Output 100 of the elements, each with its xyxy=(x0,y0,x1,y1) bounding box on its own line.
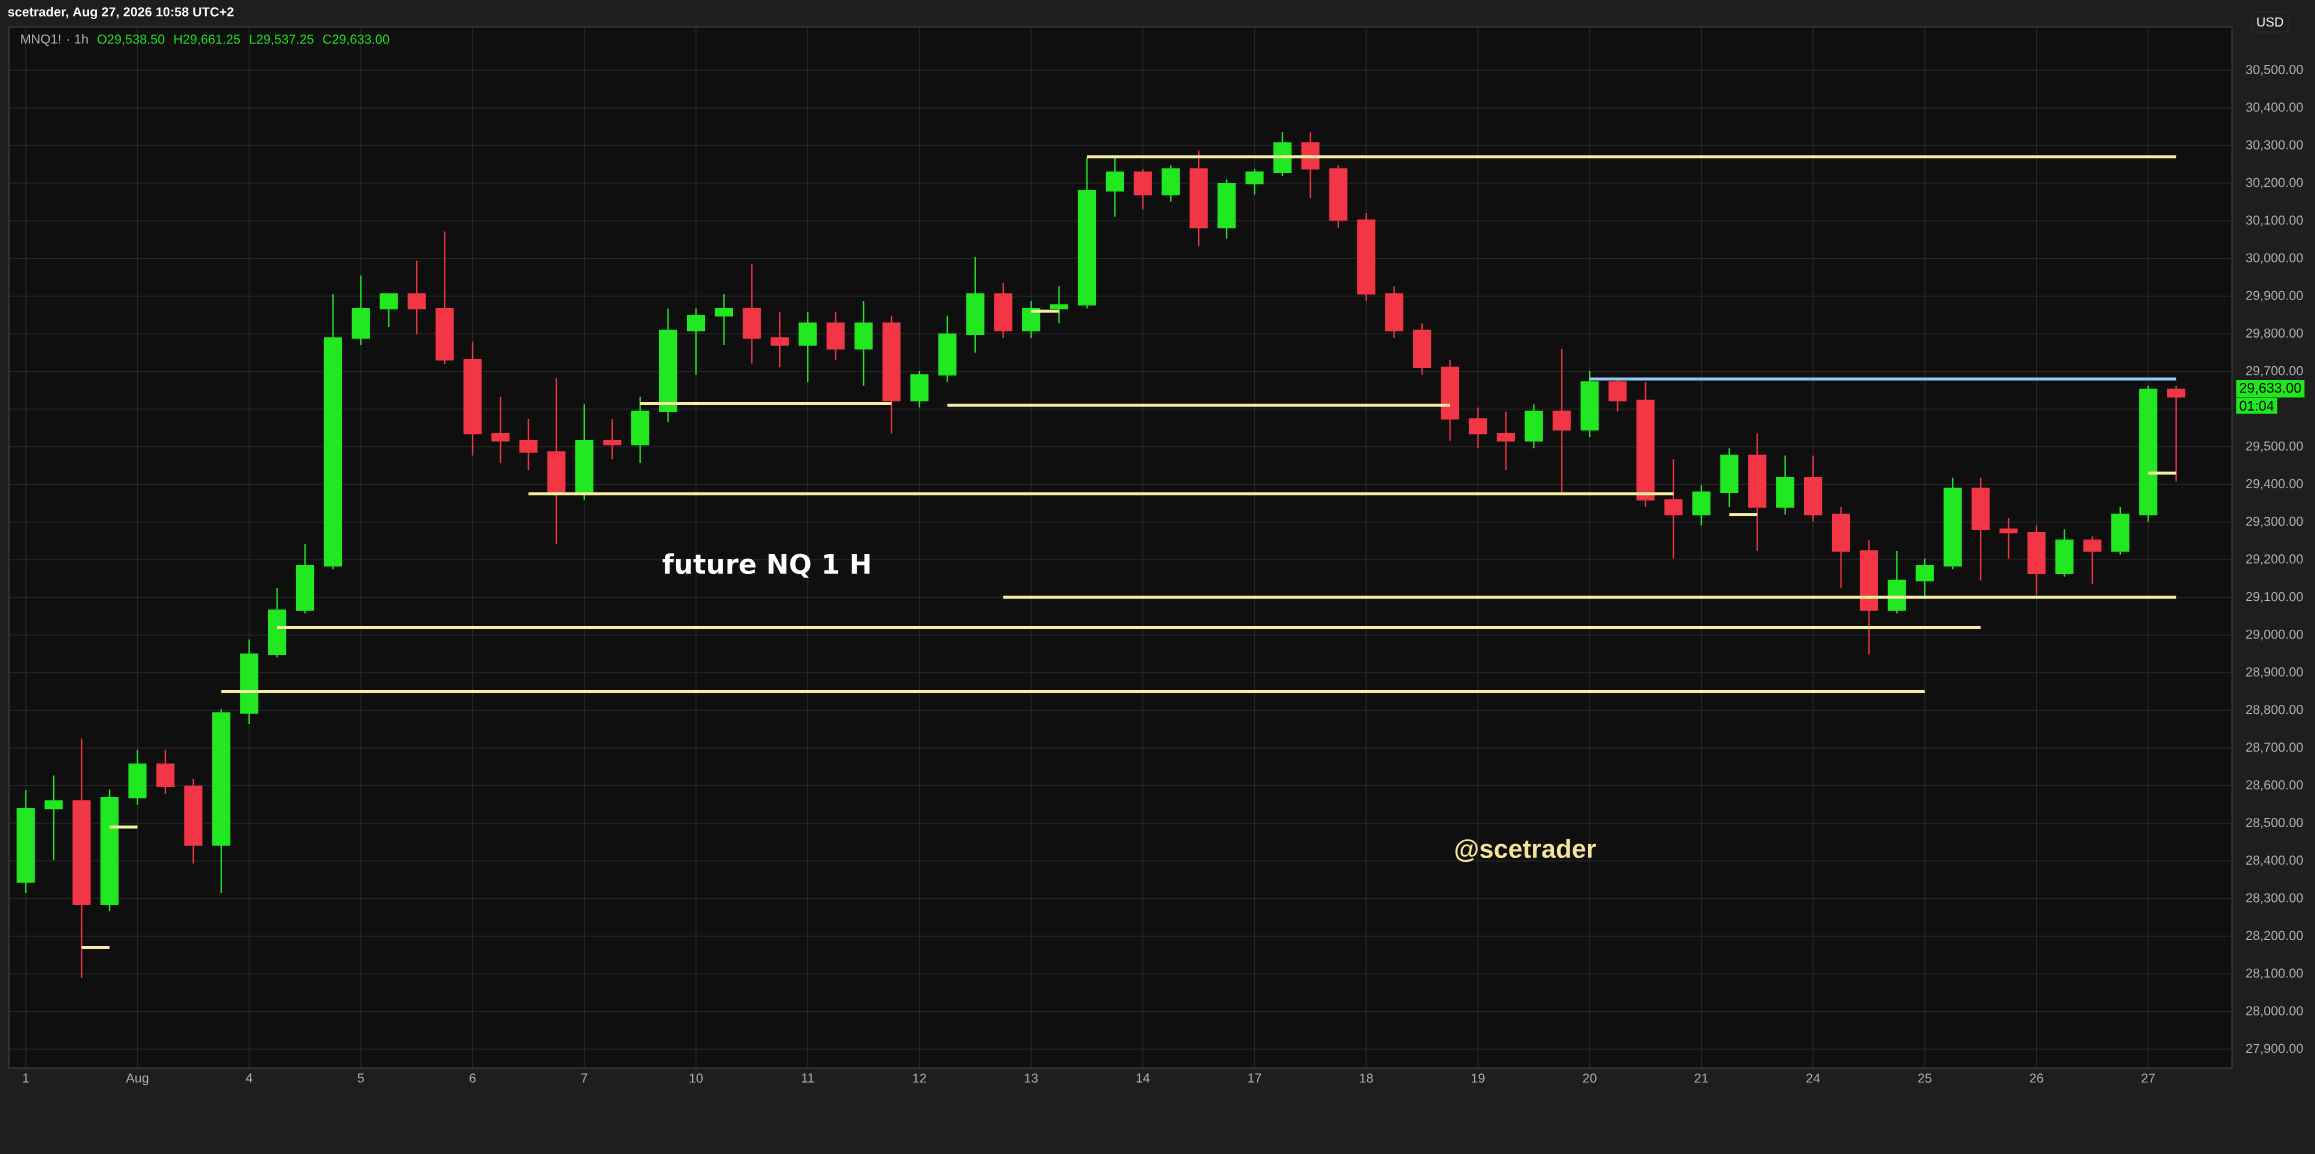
candlestick xyxy=(323,293,343,570)
y-tick-label: 30,400.00 xyxy=(2246,102,2303,114)
x-tick-label: 11 xyxy=(801,1073,814,1083)
x-tick-label: 6 xyxy=(469,1073,476,1083)
text: 29,633.00 xyxy=(2239,382,2301,395)
candlestick xyxy=(854,300,873,387)
x-tick-label: 1 xyxy=(23,1073,29,1083)
candlestick xyxy=(1636,381,1655,508)
x-tick-label: 27 xyxy=(2141,1073,2155,1083)
candlestick xyxy=(1608,377,1627,413)
text: 01:04 xyxy=(2239,400,2274,411)
candlestick xyxy=(1496,410,1515,471)
candlestick xyxy=(2139,385,2158,523)
x-tick-label: 13 xyxy=(1024,1073,1038,1083)
candlestick xyxy=(463,341,482,457)
y-tick-label: 29,400.00 xyxy=(2246,479,2303,490)
candlestick xyxy=(1049,285,1069,324)
y-tick-label: 28,000.00 xyxy=(2246,1006,2303,1017)
candlestick xyxy=(686,307,706,376)
candlestick xyxy=(994,282,1013,339)
y-tick-label: 28,700.00 xyxy=(2246,742,2303,754)
x-tick-label: 18 xyxy=(1360,1073,1373,1083)
x-tick-label: Aug xyxy=(125,1073,149,1086)
candlestick xyxy=(575,403,594,501)
candlestick xyxy=(2167,385,2186,483)
candlestick xyxy=(1217,178,1236,240)
y-tick-label: 29,000.00 xyxy=(2246,629,2303,641)
candlestick xyxy=(184,778,203,865)
candlestick xyxy=(1245,168,1264,196)
y-tick-label: 29,300.00 xyxy=(2246,516,2303,528)
candlestick xyxy=(1943,476,1962,570)
candlestick xyxy=(1105,156,1124,218)
annotation: O29,538.50 xyxy=(97,34,165,46)
candlestick xyxy=(1580,370,1599,438)
y-tick-label: 28,200.00 xyxy=(2246,930,2303,942)
candlestick xyxy=(268,587,287,659)
text: scetrader, Aug 27, 2026 10:58 UTC+2 xyxy=(7,6,234,20)
candlestick xyxy=(379,293,398,328)
candlestick xyxy=(798,311,817,383)
candlestick xyxy=(351,274,370,346)
x-tick-label: 10 xyxy=(689,1073,703,1083)
y-tick-label: 29,100.00 xyxy=(2246,592,2303,603)
candlestick xyxy=(826,311,845,361)
candlestick xyxy=(212,708,231,894)
y-tick-label: 28,400.00 xyxy=(2246,855,2303,867)
candlestick xyxy=(72,737,91,979)
text: MNQ1! · 1h xyxy=(21,34,88,46)
candlestick xyxy=(1971,476,1990,582)
candlestick xyxy=(1859,539,1879,655)
y-tick-label: 30,500.00 xyxy=(2246,64,2303,76)
candlestick xyxy=(128,749,147,806)
candlestick xyxy=(1413,322,1432,376)
candlestick xyxy=(407,260,426,335)
candlestick xyxy=(1692,484,1711,527)
y-tick-label: 29,800.00 xyxy=(2246,328,2303,340)
candlestick xyxy=(742,263,761,365)
candlestick xyxy=(1189,149,1208,247)
candlestick xyxy=(156,749,175,795)
candlestick xyxy=(1161,164,1180,203)
candlestick xyxy=(1329,164,1348,229)
y-tick-label: 28,900.00 xyxy=(2246,667,2303,679)
candlestick xyxy=(1022,300,1041,339)
x-tick-label: 26 xyxy=(2029,1073,2044,1083)
x-tick-label: 7 xyxy=(581,1073,588,1083)
y-tick-label: 29,200.00 xyxy=(2246,554,2303,566)
y-tick-label: 30,000.00 xyxy=(2246,253,2303,264)
x-tick-label: 24 xyxy=(1806,1073,1820,1083)
candlestick xyxy=(1440,359,1460,442)
x-tick-label: 14 xyxy=(1136,1073,1150,1083)
y-tick-label: 28,800.00 xyxy=(2246,704,2303,716)
candlestick xyxy=(2055,528,2074,578)
candlestick xyxy=(938,315,957,383)
candlestick xyxy=(910,370,929,409)
y-tick-label: 30,200.00 xyxy=(2246,177,2303,189)
candlestick xyxy=(1468,406,1488,449)
annotation: H29,661.25 xyxy=(174,34,240,46)
candlestick xyxy=(100,788,119,913)
candlestick xyxy=(295,543,315,615)
x-tick-label: 19 xyxy=(1471,1073,1485,1083)
text: future NQ 1 H xyxy=(662,553,870,578)
candlestick xyxy=(1524,403,1543,449)
candlestick xyxy=(882,315,901,435)
y-tick-label: 28,600.00 xyxy=(2246,780,2303,791)
y-tick-label: 30,300.00 xyxy=(2246,140,2303,151)
y-tick-label: 29,500.00 xyxy=(2246,441,2303,453)
candlestick xyxy=(1776,454,1795,516)
candlestick xyxy=(1357,212,1376,302)
x-tick-label: 12 xyxy=(913,1073,926,1083)
y-tick-label: 29,700.00 xyxy=(2246,366,2303,377)
candlestick xyxy=(435,230,454,365)
candlestick xyxy=(1552,348,1571,494)
annotation: C29,633.00 xyxy=(323,34,390,46)
y-tick-label: 28,100.00 xyxy=(2246,968,2303,980)
candlestick xyxy=(2027,524,2046,596)
candlestick xyxy=(240,638,259,725)
x-tick-label: 20 xyxy=(1583,1073,1597,1083)
candlestick xyxy=(2111,506,2130,556)
annotation: L29,537.25 xyxy=(250,34,314,46)
candlestick xyxy=(1664,458,1683,560)
candlestick xyxy=(1720,447,1739,508)
